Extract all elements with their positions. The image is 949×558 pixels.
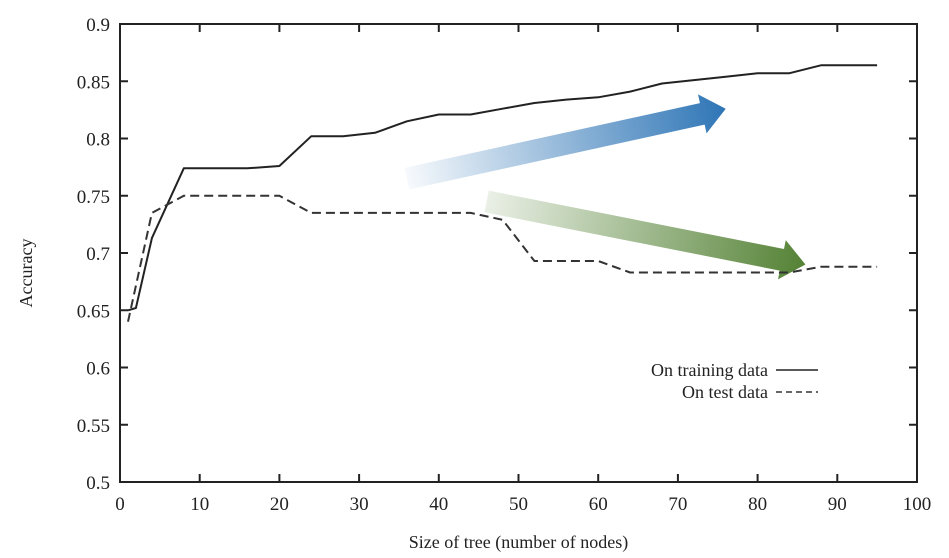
y-tick-label: 0.65 bbox=[77, 301, 110, 322]
y-tick-label: 0.6 bbox=[86, 359, 110, 380]
series-line-training bbox=[127, 64, 878, 312]
y-tick-label: 0.7 bbox=[86, 244, 110, 265]
y-tick-label: 0.75 bbox=[77, 187, 110, 208]
y-tick-label: 0.55 bbox=[77, 416, 110, 437]
y-axis-title: Accuracy bbox=[16, 239, 36, 308]
y-tick-label: 0.85 bbox=[77, 72, 110, 93]
decreasing-trend-arrow-shape bbox=[484, 190, 806, 280]
x-tick-label: 60 bbox=[589, 494, 608, 515]
y-tick-label: 0.5 bbox=[86, 473, 110, 494]
x-tick-label: 80 bbox=[748, 494, 767, 515]
x-tick-label: 10 bbox=[190, 494, 209, 515]
plot-frame bbox=[119, 23, 918, 483]
increasing-trend-arrow-shape bbox=[404, 94, 726, 190]
x-tick-label: 50 bbox=[509, 494, 528, 515]
x-tick-label: 90 bbox=[828, 494, 847, 515]
trend-arrows bbox=[404, 94, 806, 280]
series-layer bbox=[127, 64, 878, 322]
x-tick-label: 100 bbox=[903, 494, 932, 515]
x-tick-label: 30 bbox=[350, 494, 369, 515]
x-tick-label: 20 bbox=[270, 494, 289, 515]
y-axis: 0.5 0.55 0.6 0.65 0.7 0.75 0.8 0.85 0.9 bbox=[77, 15, 917, 494]
x-tick-label: 0 bbox=[115, 494, 125, 515]
x-axis-title: Size of tree (number of nodes) bbox=[409, 532, 628, 553]
decreasing-trend-arrow bbox=[484, 190, 806, 280]
y-tick-label: 0.9 bbox=[86, 15, 110, 36]
x-tick-label: 70 bbox=[668, 494, 687, 515]
series-line-test bbox=[127, 194, 878, 322]
increasing-trend-arrow bbox=[404, 94, 726, 190]
legend-label: On test data bbox=[682, 382, 768, 402]
x-axis: 0 10 20 30 40 50 60 70 80 90 100 bbox=[115, 24, 931, 515]
x-tick-label: 40 bbox=[429, 494, 448, 515]
y-tick-label: 0.8 bbox=[86, 130, 110, 151]
legend-label: On training data bbox=[651, 360, 768, 380]
